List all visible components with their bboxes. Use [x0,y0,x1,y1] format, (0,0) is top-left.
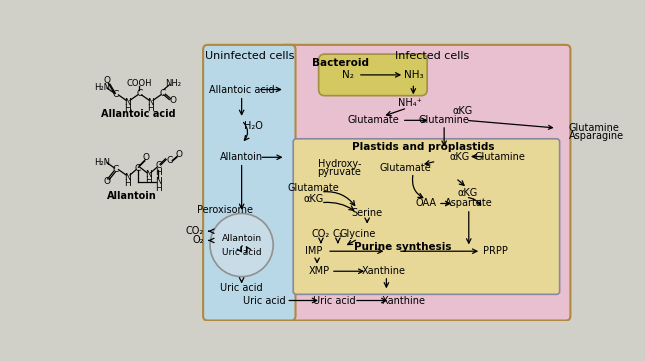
Text: Serine: Serine [352,208,382,218]
Text: C: C [167,156,173,165]
Text: N: N [124,173,131,182]
Text: N: N [124,98,131,107]
Text: Aspartate: Aspartate [445,199,493,209]
Text: Uric acid: Uric acid [221,283,263,293]
Text: H₂O: H₂O [244,122,263,131]
Text: IMP: IMP [304,246,322,256]
Text: Uninfected cells: Uninfected cells [204,51,294,61]
Text: Hydroxy-: Hydroxy- [318,159,361,169]
Ellipse shape [210,213,273,277]
Text: N: N [148,98,154,107]
Text: Allantoic acid: Allantoic acid [209,84,274,95]
Text: Glutamate: Glutamate [380,163,432,173]
Text: Purine synthesis: Purine synthesis [354,242,451,252]
Text: NH₂: NH₂ [165,79,181,88]
Text: pyruvate: pyruvate [317,167,361,177]
Text: αKG: αKG [450,152,470,161]
Text: αKG: αKG [453,106,473,116]
Text: CO₂: CO₂ [312,229,330,239]
Text: Asparagine: Asparagine [569,131,624,141]
Text: O: O [170,96,177,105]
Text: Glutamine: Glutamine [474,152,525,161]
Text: N₂: N₂ [342,70,354,80]
Text: Xanthine: Xanthine [382,296,426,305]
Text: C: C [155,161,162,170]
FancyBboxPatch shape [280,45,570,321]
Text: H: H [155,168,162,177]
Text: O: O [103,177,110,186]
Text: Allantoic acid: Allantoic acid [101,109,175,119]
Text: H: H [145,176,152,185]
Text: H: H [148,104,154,113]
Text: Uric acid: Uric acid [222,248,261,257]
FancyBboxPatch shape [203,45,295,321]
Text: C₁: C₁ [333,229,343,239]
Text: C: C [135,164,141,173]
Text: Glutamate: Glutamate [288,183,339,193]
Text: Glycine: Glycine [340,229,376,239]
Text: XMP: XMP [309,266,330,276]
Text: OAA: OAA [416,199,437,209]
Text: PRPP: PRPP [482,246,508,256]
Text: C: C [159,89,165,98]
Text: αKG: αKG [457,188,477,199]
Text: H: H [155,184,162,192]
Text: H₂N: H₂N [94,158,110,167]
Text: Glutamine: Glutamine [419,115,470,125]
Text: CO₂: CO₂ [186,226,204,236]
Text: O: O [143,153,150,162]
Text: O: O [103,76,110,85]
FancyBboxPatch shape [293,139,560,294]
Text: Uric acid: Uric acid [243,296,286,305]
FancyBboxPatch shape [319,54,427,96]
Text: COOH: COOH [126,79,152,88]
Text: C: C [113,165,119,174]
Text: Allantoin: Allantoin [108,191,157,201]
Text: O: O [175,151,183,160]
Text: αKG: αKG [303,194,323,204]
Text: Infected cells: Infected cells [395,51,470,61]
Text: Uric acid: Uric acid [313,296,356,305]
Text: Allantoin: Allantoin [222,234,262,243]
Text: Glutamate: Glutamate [348,115,399,125]
Text: NH₃: NH₃ [404,70,423,80]
Text: Bacteroid: Bacteroid [312,58,369,68]
Text: C: C [113,90,119,99]
Text: H₂N: H₂N [94,83,110,92]
Text: H: H [124,104,131,113]
Text: Allantoin: Allantoin [220,152,263,162]
Text: NH₄⁺: NH₄⁺ [397,99,421,108]
Text: Peroxisome: Peroxisome [197,205,253,215]
Text: N: N [155,177,162,186]
Text: Glutamine: Glutamine [569,123,620,133]
Text: N: N [145,170,152,179]
Text: O₂: O₂ [192,235,204,245]
Text: Plastids and proplastids: Plastids and proplastids [352,142,494,152]
Text: Xanthine: Xanthine [362,266,406,276]
Text: H: H [124,179,131,188]
Text: C: C [136,89,143,98]
